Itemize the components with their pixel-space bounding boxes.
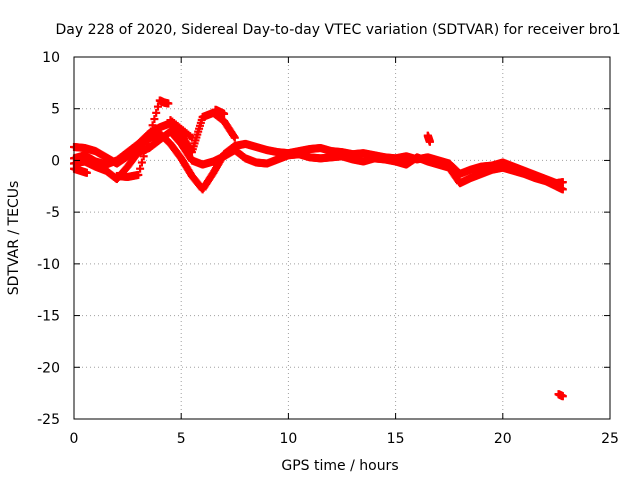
y-tick-label: -10 bbox=[37, 257, 60, 273]
chart-title: Day 228 of 2020, Sidereal Day-to-day VTE… bbox=[55, 22, 620, 38]
x-tick-labels: 0 5 10 15 20 25 bbox=[70, 431, 619, 447]
trace-d-point bbox=[136, 164, 145, 173]
x-tick-label: 25 bbox=[601, 431, 619, 447]
x-tick-label: 20 bbox=[494, 431, 512, 447]
y-tick-label: -20 bbox=[37, 360, 60, 376]
x-tick-label: 5 bbox=[177, 431, 186, 447]
x-tick-label: 15 bbox=[387, 431, 405, 447]
trace-d-point bbox=[145, 133, 154, 142]
plot-frame bbox=[73, 56, 611, 420]
y-tick-label: -5 bbox=[46, 205, 60, 221]
x-axis-label: GPS time / hours bbox=[281, 458, 398, 474]
outliers-point bbox=[425, 137, 434, 146]
trace-c-point bbox=[230, 133, 239, 142]
y-tick-labels: -25 -20 -15 -10 -5 0 5 10 bbox=[37, 50, 60, 428]
x-tick-label: 10 bbox=[279, 431, 297, 447]
y-tick-label: 0 bbox=[51, 153, 60, 169]
y-axis-label: SDTVAR / TECUs bbox=[6, 181, 22, 296]
trace-a-point bbox=[558, 178, 567, 187]
y-tick-label: 10 bbox=[42, 50, 60, 66]
trace-d-point bbox=[139, 152, 148, 161]
x-tick-label: 0 bbox=[70, 431, 79, 447]
trace-d-point bbox=[146, 127, 155, 136]
trace-d-point bbox=[220, 109, 229, 118]
trace-d-point bbox=[137, 158, 146, 167]
trace-d-point bbox=[134, 170, 143, 179]
trace-d-point bbox=[82, 168, 91, 177]
y-tick-label: -25 bbox=[37, 412, 60, 428]
tick-marks bbox=[73, 56, 611, 420]
grid bbox=[74, 57, 610, 419]
y-tick-label: 5 bbox=[51, 102, 60, 118]
trace-d-point bbox=[148, 121, 157, 130]
trace-d-point bbox=[153, 102, 162, 111]
data-points bbox=[70, 96, 567, 401]
trace-d-point bbox=[141, 146, 150, 155]
trace-d-point bbox=[143, 139, 152, 148]
trace-d-point bbox=[164, 99, 173, 108]
trace-d-point bbox=[152, 108, 161, 117]
outliers-point bbox=[558, 392, 567, 401]
y-tick-label: -15 bbox=[37, 309, 60, 325]
trace-d-point bbox=[150, 115, 159, 124]
trace-b-point bbox=[558, 185, 567, 194]
outliers-point bbox=[187, 133, 196, 142]
